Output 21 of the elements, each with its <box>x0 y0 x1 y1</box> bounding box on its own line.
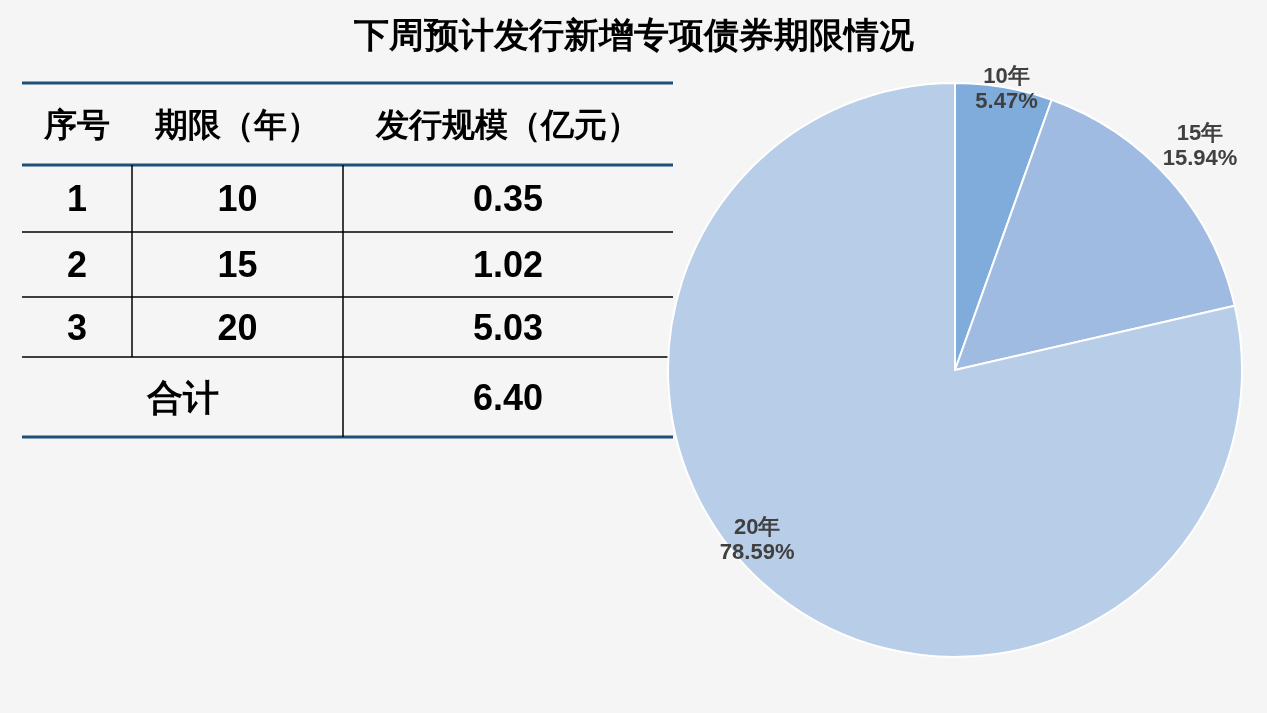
text: 1 <box>66 178 88 219</box>
text: 20 <box>217 306 258 348</box>
text: 5.03 <box>472 306 544 348</box>
text: 0.35 <box>472 178 544 219</box>
text: 10 <box>217 178 258 219</box>
category-label: 期限（年） <box>154 105 320 143</box>
slice-label: 20年 <box>733 513 781 539</box>
category-label: 序号 <box>43 105 110 143</box>
text: 1.02 <box>472 244 544 285</box>
slice-label: 15年 <box>1176 119 1224 145</box>
text: 合计 <box>146 376 219 418</box>
data-label: 5.47% <box>975 87 1038 113</box>
text: 6.40 <box>472 376 544 418</box>
text: 2 <box>66 244 88 285</box>
text: 下周预计发行新增专项债券期限情况 <box>353 14 914 54</box>
text: 15 <box>217 244 258 285</box>
data-label: 15.94% <box>1162 144 1238 170</box>
data-label: 78.59% <box>719 538 795 564</box>
category-label: 发行规模（亿元） <box>375 105 640 143</box>
slice-label: 10年 <box>983 62 1030 88</box>
text: 3 <box>66 306 88 348</box>
